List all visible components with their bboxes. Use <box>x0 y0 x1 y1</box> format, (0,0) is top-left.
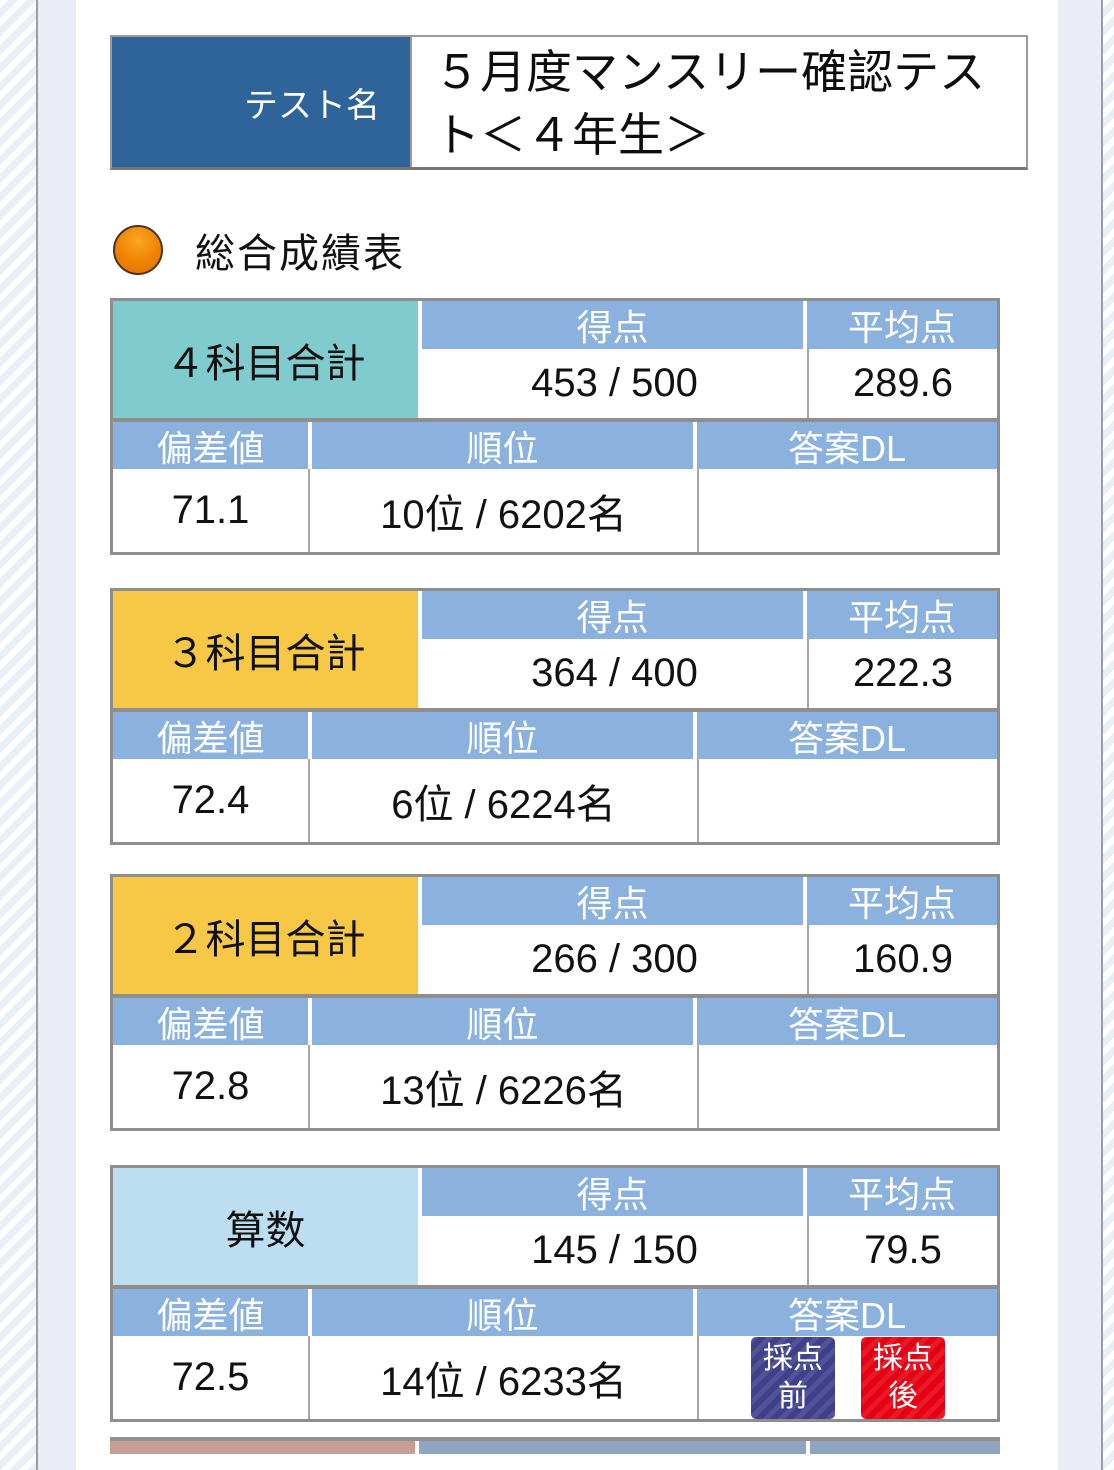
section-header: 総合成績表 <box>110 225 1028 276</box>
rank-value: 10位 / 6202名 <box>308 469 697 552</box>
rank-header: 順位 <box>308 1289 697 1336</box>
deviation-header: 偏差値 <box>113 998 308 1045</box>
rank-value: 14位 / 6233名 <box>308 1336 697 1419</box>
average-header: 平均点 <box>807 877 997 925</box>
score-table-total2: ２科目合計 得点 平均点 266 / 300 160.9 偏差値 順位 答案DL… <box>110 874 1000 1131</box>
orange-bullet-icon <box>113 225 163 275</box>
average-header: 平均点 <box>807 1168 997 1216</box>
rank-header: 順位 <box>308 998 697 1045</box>
next-score-header <box>419 1441 810 1454</box>
content-frame: テスト名 ５月度マンスリー確認テスト＜４年生＞ 総合成績表 ４科目合計 得点 平… <box>36 0 1103 1470</box>
average-header: 平均点 <box>807 301 997 349</box>
score-value: 145 / 150 <box>422 1216 807 1285</box>
answer-dl-header: 答案DL <box>697 1289 997 1336</box>
score-header: 得点 <box>422 301 807 349</box>
answer-dl-cell <box>697 759 997 842</box>
next-average-header <box>810 1441 1000 1454</box>
answer-dl-cell <box>697 469 997 552</box>
average-value: 289.6 <box>807 349 997 418</box>
deviation-value: 71.1 <box>113 469 308 552</box>
answer-dl-header: 答案DL <box>697 998 997 1045</box>
score-table-total4: ４科目合計 得点 平均点 453 / 500 289.6 偏差値 順位 答案DL… <box>110 298 1000 555</box>
score-value: 266 / 300 <box>422 925 807 994</box>
score-header: 得点 <box>422 877 807 925</box>
grading-before-button[interactable]: 採点前 <box>751 1336 835 1419</box>
answer-dl-cell: 採点前 採点後 <box>697 1336 997 1419</box>
deviation-header: 偏差値 <box>113 422 308 469</box>
test-name-table: テスト名 ５月度マンスリー確認テスト＜４年生＞ <box>110 35 1028 170</box>
score-header: 得点 <box>422 1168 807 1216</box>
deviation-header: 偏差値 <box>113 712 308 759</box>
next-subject-cell <box>110 1441 419 1454</box>
answer-dl-header: 答案DL <box>697 712 997 759</box>
average-value: 79.5 <box>807 1216 997 1285</box>
average-header: 平均点 <box>807 591 997 639</box>
next-table-partial <box>110 1437 1000 1454</box>
subject-cell: ２科目合計 <box>113 877 422 994</box>
deviation-value: 72.8 <box>113 1045 308 1128</box>
grading-after-button[interactable]: 採点後 <box>861 1336 945 1419</box>
test-name-value: ５月度マンスリー確認テスト＜４年生＞ <box>434 46 986 162</box>
section-title: 総合成績表 <box>195 232 405 276</box>
score-header: 得点 <box>422 591 807 639</box>
rank-header: 順位 <box>308 422 697 469</box>
score-value: 453 / 500 <box>422 349 807 418</box>
test-name-label: テスト名 <box>112 37 412 167</box>
answer-dl-header: 答案DL <box>697 422 997 469</box>
rank-value: 13位 / 6226名 <box>308 1045 697 1128</box>
rank-header: 順位 <box>308 712 697 759</box>
rank-value: 6位 / 6224名 <box>308 759 697 842</box>
average-value: 222.3 <box>807 639 997 708</box>
score-table-total3: ３科目合計 得点 平均点 364 / 400 222.3 偏差値 順位 答案DL… <box>110 588 1000 845</box>
answer-dl-cell <box>697 1045 997 1128</box>
deviation-value: 72.4 <box>113 759 308 842</box>
subject-cell: ３科目合計 <box>113 591 422 708</box>
subject-cell: 算数 <box>113 1168 422 1285</box>
page-content: テスト名 ５月度マンスリー確認テスト＜４年生＞ 総合成績表 ４科目合計 得点 平… <box>76 0 1058 1470</box>
average-value: 160.9 <box>807 925 997 994</box>
score-table-math: 算数 得点 平均点 145 / 150 79.5 偏差値 順位 答案DL 72.… <box>110 1165 1000 1422</box>
deviation-value: 72.5 <box>113 1336 308 1419</box>
subject-cell: ４科目合計 <box>113 301 422 418</box>
deviation-header: 偏差値 <box>113 1289 308 1336</box>
score-value: 364 / 400 <box>422 639 807 708</box>
